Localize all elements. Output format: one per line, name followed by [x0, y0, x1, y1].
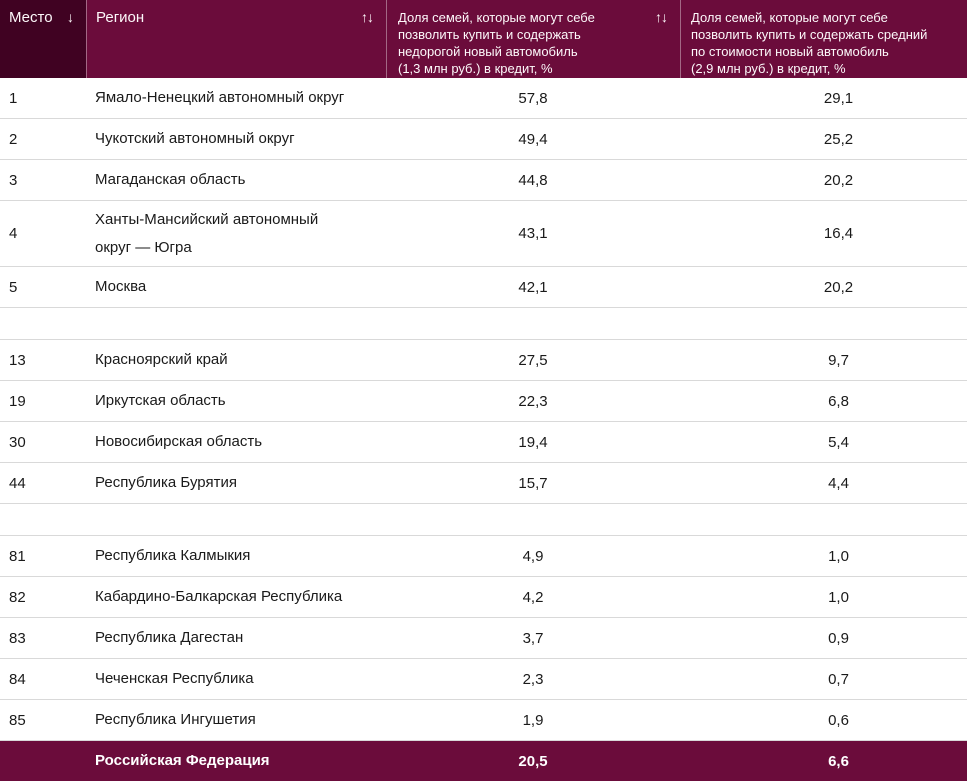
- sort-toggle-icon[interactable]: ↑↓: [361, 9, 374, 25]
- row-value-cheap: 1,9: [522, 711, 544, 729]
- row-place: 30: [9, 433, 26, 451]
- table-row: 4 Ханты-Мансийский автономный округ — Югр…: [0, 201, 967, 267]
- footer-value-cheap: 20,5: [518, 752, 548, 770]
- row-region: Кабардино-Балкарская Республика: [95, 588, 343, 605]
- table-row: 44 Республика Бурятия 15,7 4,4: [0, 463, 967, 504]
- row-region: Чукотский автономный округ: [95, 130, 295, 147]
- row-place: 3: [9, 171, 18, 189]
- row-place: 81: [9, 547, 26, 565]
- row-value-mid: 20,2: [823, 171, 854, 189]
- table-header: Место ↓ Регион ↑↓ Доля семей, которые мо…: [0, 0, 967, 78]
- row-place: 1: [9, 89, 18, 107]
- header-cell-cheap-car-share[interactable]: Доля семей, которые могут себе позволить…: [386, 0, 680, 78]
- row-region: Магаданская область: [95, 171, 246, 188]
- row-place: 13: [9, 351, 26, 369]
- header-cell-mid-car-share[interactable]: Доля семей, которые могут себе позволить…: [680, 0, 967, 78]
- row-value-cheap: 27,5: [518, 351, 548, 369]
- row-value-mid: 20,2: [823, 278, 854, 296]
- row-value-cheap: 4,2: [522, 588, 544, 606]
- row-value-cheap: 4,9: [522, 547, 544, 565]
- header-cell-place[interactable]: Место ↓: [0, 0, 86, 78]
- table-row: 2 Чукотский автономный округ 49,4 25,2: [0, 119, 967, 160]
- row-region: Чеченская Республика: [95, 670, 254, 687]
- table-row: 13 Красноярский край 27,5 9,7: [0, 340, 967, 381]
- gap-row: [0, 308, 967, 340]
- row-value-mid: 6,8: [828, 392, 849, 410]
- sort-descending-icon[interactable]: ↓: [67, 9, 74, 25]
- row-place: 44: [9, 474, 26, 492]
- table-row: 84 Чеченская Республика 2,3 0,7: [0, 659, 967, 700]
- header-label-cheap-car-share: Доля семей, которые могут себе позволить…: [398, 10, 595, 76]
- table-row: 81 Республика Калмыкия 4,9 1,0: [0, 536, 967, 577]
- table-row: 1 Ямало-Ненецкий автономный округ 57,8 29,1: [0, 78, 967, 119]
- row-value-cheap: 57,8: [518, 89, 548, 107]
- table-row: 3 Магаданская область 44,8 20,2: [0, 160, 967, 201]
- row-value-cheap: 43,1: [518, 225, 548, 242]
- footer-region-label: Российская Федерация: [95, 752, 270, 769]
- row-value-mid: 1,0: [828, 588, 849, 606]
- table-row: 19 Иркутская область 22,3 6,8: [0, 381, 967, 422]
- row-value-cheap: 44,8: [518, 171, 548, 189]
- row-place: 5: [9, 278, 18, 296]
- row-region: Новосибирская область: [95, 433, 263, 450]
- row-region: Республика Калмыкия: [95, 547, 251, 564]
- header-cell-region[interactable]: Регион ↑↓: [86, 0, 386, 78]
- row-value-mid: 29,1: [823, 89, 854, 107]
- row-value-mid: 5,4: [828, 433, 849, 451]
- row-value-cheap: 49,4: [518, 130, 548, 148]
- header-label-region: Регион: [96, 9, 145, 26]
- row-value-cheap: 22,3: [518, 392, 548, 410]
- row-place: 19: [9, 392, 26, 410]
- table-row: 82 Кабардино-Балкарская Республика 4,2 1,0: [0, 577, 967, 618]
- row-value-cheap: 15,7: [518, 474, 548, 492]
- row-region: Красноярский край: [95, 351, 228, 368]
- row-value-mid: 25,2: [823, 130, 854, 148]
- row-value-mid: 9,7: [828, 351, 849, 369]
- table-row: 5 Москва 42,1 20,2: [0, 267, 967, 308]
- row-region: Иркутская область: [95, 392, 226, 409]
- row-place: 85: [9, 711, 26, 729]
- row-value-mid: 1,0: [828, 547, 849, 565]
- row-value-mid: 0,7: [828, 670, 849, 688]
- row-value-cheap: 3,7: [522, 629, 544, 647]
- table-row: 85 Республика Ингушетия 1,9 0,6: [0, 700, 967, 741]
- row-place: 84: [9, 670, 26, 688]
- row-place: 4: [9, 225, 18, 242]
- header-label-place: Место: [9, 9, 53, 26]
- row-value-cheap: 19,4: [518, 433, 548, 451]
- row-value-mid: 4,4: [828, 474, 849, 492]
- footer-row: Российская Федерация 20,5 6,6: [0, 741, 967, 781]
- row-region: Республика Дагестан: [95, 629, 244, 646]
- footer-value-mid: 6,6: [828, 752, 849, 770]
- row-place: 2: [9, 130, 18, 148]
- row-region: Ямало-Ненецкий автономный округ: [95, 89, 345, 106]
- table-row: 30 Новосибирская область 19,4 5,4: [0, 422, 967, 463]
- row-region: Республика Ингушетия: [95, 711, 256, 728]
- gap-row: [0, 504, 967, 536]
- row-value-cheap: 42,1: [518, 278, 548, 296]
- row-place: 82: [9, 588, 26, 606]
- row-value-mid: 16,4: [823, 225, 854, 242]
- table-row: 83 Республика Дагестан 3,7 0,9: [0, 618, 967, 659]
- row-value-mid: 0,9: [828, 629, 849, 647]
- sort-toggle-icon[interactable]: ↑↓: [655, 9, 668, 25]
- header-label-mid-car-share: Доля семей, которые могут себе позволить…: [691, 10, 928, 76]
- row-region: Ханты-Мансийский автономный округ — Югра: [95, 210, 319, 256]
- table-body: 1 Ямало-Ненецкий автономный округ 57,8 29,1…: [0, 78, 967, 741]
- row-value-mid: 0,6: [828, 711, 849, 729]
- row-region: Республика Бурятия: [95, 474, 237, 491]
- row-place: 83: [9, 629, 26, 647]
- row-value-cheap: 2,3: [522, 670, 544, 688]
- row-region: Москва: [95, 278, 147, 295]
